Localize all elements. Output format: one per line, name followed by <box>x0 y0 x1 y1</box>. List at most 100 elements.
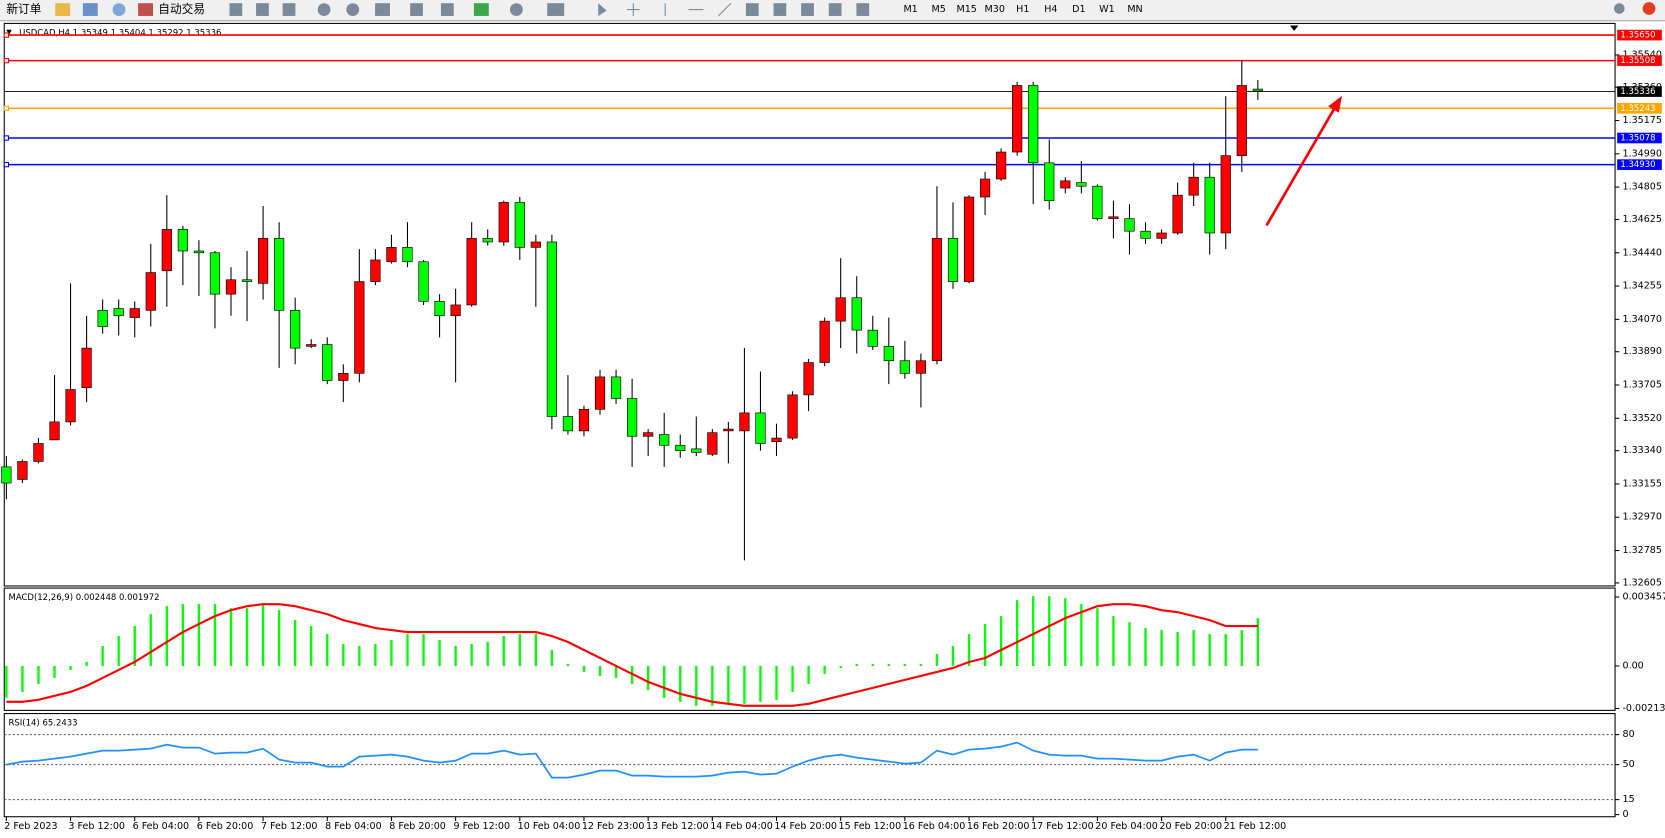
icon[interactable] <box>282 3 296 16</box>
timeframe-button[interactable]: W1 <box>1099 4 1115 15</box>
icon[interactable] <box>346 3 360 16</box>
candle-body <box>1108 216 1119 219</box>
icon[interactable] <box>773 3 787 16</box>
y-tick-label: -0.002135 <box>1622 703 1665 714</box>
auto-trade-button[interactable]: 自动交易 <box>158 2 205 16</box>
candle-body <box>787 394 798 439</box>
icon[interactable] <box>801 3 814 16</box>
candle-body <box>835 297 846 322</box>
candle-body <box>803 362 814 396</box>
candle-body <box>947 238 959 282</box>
candle-body <box>129 308 140 318</box>
candle-body <box>851 297 862 331</box>
icon[interactable] <box>112 3 126 16</box>
candle-body <box>755 412 766 444</box>
icon[interactable] <box>664 2 732 17</box>
new-order-button[interactable]: 新订单 <box>6 2 41 16</box>
timeframe-button[interactable]: H1 <box>1016 4 1029 15</box>
candle-body <box>225 279 237 295</box>
x-tick-label: 20 Feb 20:00 <box>1159 821 1222 832</box>
icon[interactable] <box>510 3 523 16</box>
x-tick-label: 16 Feb 04:00 <box>903 821 966 832</box>
candle-body <box>1252 88 1263 92</box>
chart-shift-marker <box>1289 25 1299 31</box>
icon[interactable] <box>410 3 423 16</box>
candle-body <box>161 229 172 272</box>
y-tick-label: 1.33155 <box>1622 478 1661 489</box>
y-tick-label: 1.33890 <box>1622 346 1661 357</box>
icon[interactable] <box>256 3 269 16</box>
candle-body <box>434 301 445 317</box>
icon[interactable] <box>375 3 390 16</box>
level-label-bg <box>1617 159 1662 170</box>
icon[interactable] <box>55 3 71 16</box>
candle-body <box>33 443 44 462</box>
icon[interactable] <box>440 3 454 16</box>
y-tick-label: 1.32970 <box>1622 512 1661 523</box>
icon[interactable] <box>82 3 98 16</box>
level-label-bg <box>1617 102 1662 114</box>
candle-body <box>979 178 991 198</box>
candle-body <box>1172 194 1183 234</box>
icon[interactable] <box>856 3 870 16</box>
y-tick-label: 1.33705 <box>1622 380 1661 391</box>
candle-body <box>402 247 413 263</box>
y-tick-label: 1.34805 <box>1622 182 1661 193</box>
arrow-line <box>1265 105 1337 227</box>
candle-body <box>514 202 525 248</box>
candle-body <box>610 376 622 399</box>
current-price-label: 1.35336 <box>1620 87 1655 97</box>
candle-body <box>498 202 509 243</box>
candle-body <box>274 238 285 311</box>
x-tick-label: 8 Feb 20:00 <box>389 821 446 832</box>
candle-body <box>883 346 894 362</box>
candle-body <box>546 241 557 417</box>
level-label-bg <box>1617 132 1662 144</box>
annotation-arrow <box>1265 95 1342 227</box>
icon[interactable] <box>317 3 331 16</box>
main-title: USDCAD,H4 1.35349 1.35404 1.35292 1.3533… <box>19 28 221 38</box>
y-tick-label: 1.34990 <box>1622 148 1661 159</box>
candle-body <box>482 238 493 243</box>
timeframe-button[interactable]: M5 <box>931 4 945 15</box>
plot: 1.355401.353601.351751.349901.348051.346… <box>1 29 1665 832</box>
x-tick-label: 2 Feb 2023 <box>4 821 57 832</box>
candle-body <box>1 466 12 484</box>
icon[interactable] <box>598 3 607 16</box>
icon[interactable] <box>1613 3 1625 14</box>
icon[interactable] <box>626 3 640 16</box>
candle-body <box>1140 230 1151 239</box>
icon[interactable] <box>1642 2 1656 15</box>
icon[interactable] <box>473 3 489 16</box>
level-label: 1.35078 <box>1620 133 1655 143</box>
timeframe-button[interactable]: M15 <box>957 4 977 15</box>
candle-body <box>97 310 108 327</box>
timeframe-button[interactable]: D1 <box>1072 4 1085 15</box>
icon[interactable] <box>138 3 154 16</box>
icon[interactable] <box>745 3 759 16</box>
candle-body <box>338 372 349 381</box>
timeframe-button[interactable]: M30 <box>985 4 1005 15</box>
candle-body <box>1124 218 1135 232</box>
timeframe-button[interactable]: MN <box>1127 4 1142 15</box>
x-tick-label: 14 Feb 20:00 <box>774 821 837 832</box>
icon[interactable] <box>547 3 565 16</box>
candle-body <box>562 416 574 432</box>
candle-body <box>386 247 397 263</box>
x-tick-label: 17 Feb 12:00 <box>1031 821 1094 832</box>
timeframe-button[interactable]: M1 <box>903 4 917 15</box>
x-tick-label: 20 Feb 04:00 <box>1095 821 1158 832</box>
candle-body <box>17 461 28 480</box>
rsi-title: RSI(14) 65.2433 <box>9 719 78 729</box>
candle-body <box>1188 176 1199 196</box>
chart-panes: USDCAD,H4 1.35349 1.35404 1.35292 1.3533… <box>3 22 1616 818</box>
candle-body <box>354 281 365 374</box>
candle-body <box>450 304 461 317</box>
timeframe-button[interactable]: H4 <box>1044 4 1057 15</box>
icon[interactable] <box>229 3 243 16</box>
icon[interactable] <box>828 3 842 16</box>
candle-body <box>1028 85 1039 164</box>
candle-body <box>177 229 188 252</box>
x-tick-label: 15 Feb 12:00 <box>839 821 902 832</box>
x-tick-label: 9 Feb 12:00 <box>453 821 510 832</box>
